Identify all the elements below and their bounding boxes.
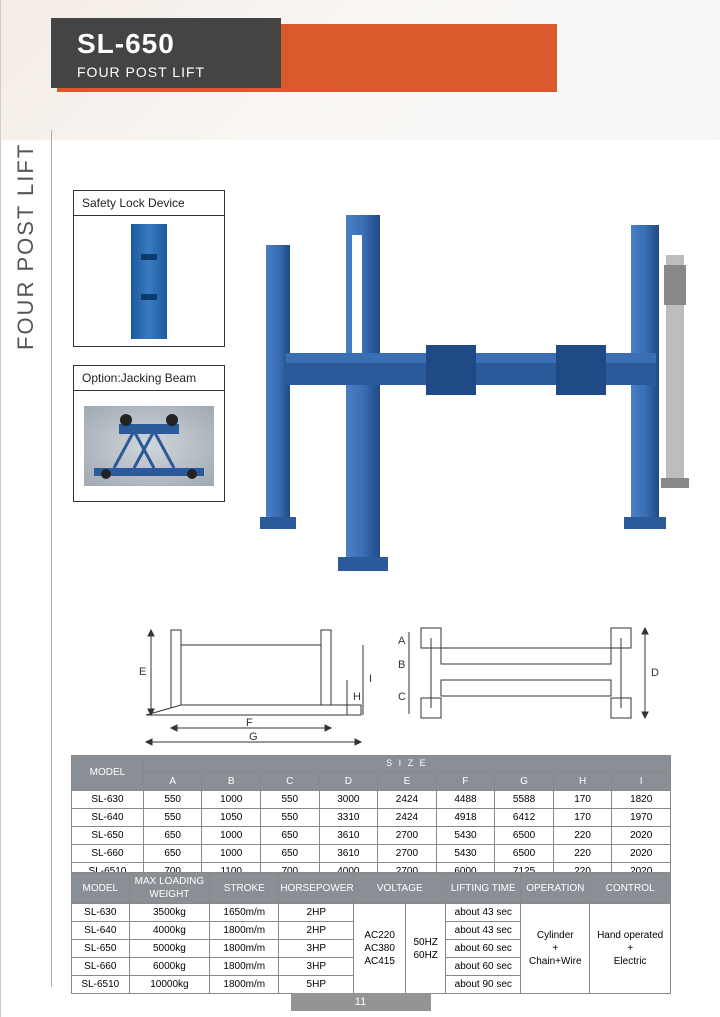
svg-text:E: E xyxy=(139,666,146,678)
svg-text:B: B xyxy=(398,659,405,671)
jacking-beam-title: Option:Jacking Beam xyxy=(74,366,224,391)
dimension-drawings: E H I F G xyxy=(101,620,661,750)
header-model: SL-650 xyxy=(77,28,175,60)
safety-lock-image xyxy=(74,216,224,346)
jacking-beam-box: Option:Jacking Beam xyxy=(73,365,225,502)
lock-device-icon xyxy=(131,224,167,339)
spec-table: MODELMAX LOADINGWEIGHTSTROKEHORSEPOWERVO… xyxy=(71,872,671,994)
side-label: FOUR POST LIFT xyxy=(13,143,39,350)
svg-text:A: A xyxy=(398,635,406,647)
page-number: 11 xyxy=(291,993,431,1011)
svg-text:D: D xyxy=(651,667,659,679)
svg-text:G: G xyxy=(249,731,258,743)
page: SL-650 FOUR POST LIFT FOUR POST LIFT Saf… xyxy=(0,0,720,1017)
size-table: MODELS I Z EABCDEFGHISL-6305501000550300… xyxy=(71,755,671,881)
jacking-beam-icon xyxy=(84,406,214,486)
header-bar: SL-650 FOUR POST LIFT xyxy=(57,24,557,92)
jacking-beam-image xyxy=(74,391,224,501)
product-image xyxy=(236,195,696,575)
safety-lock-box: Safety Lock Device xyxy=(73,190,225,347)
svg-text:F: F xyxy=(246,717,253,729)
svg-text:I: I xyxy=(369,673,372,685)
svg-text:C: C xyxy=(398,691,406,703)
safety-lock-title: Safety Lock Device xyxy=(74,191,224,216)
header-subtitle: FOUR POST LIFT xyxy=(77,64,205,80)
left-column: Safety Lock Device Option:Jacking Beam xyxy=(73,190,225,520)
svg-text:H: H xyxy=(353,691,361,703)
vertical-rule xyxy=(51,130,52,987)
